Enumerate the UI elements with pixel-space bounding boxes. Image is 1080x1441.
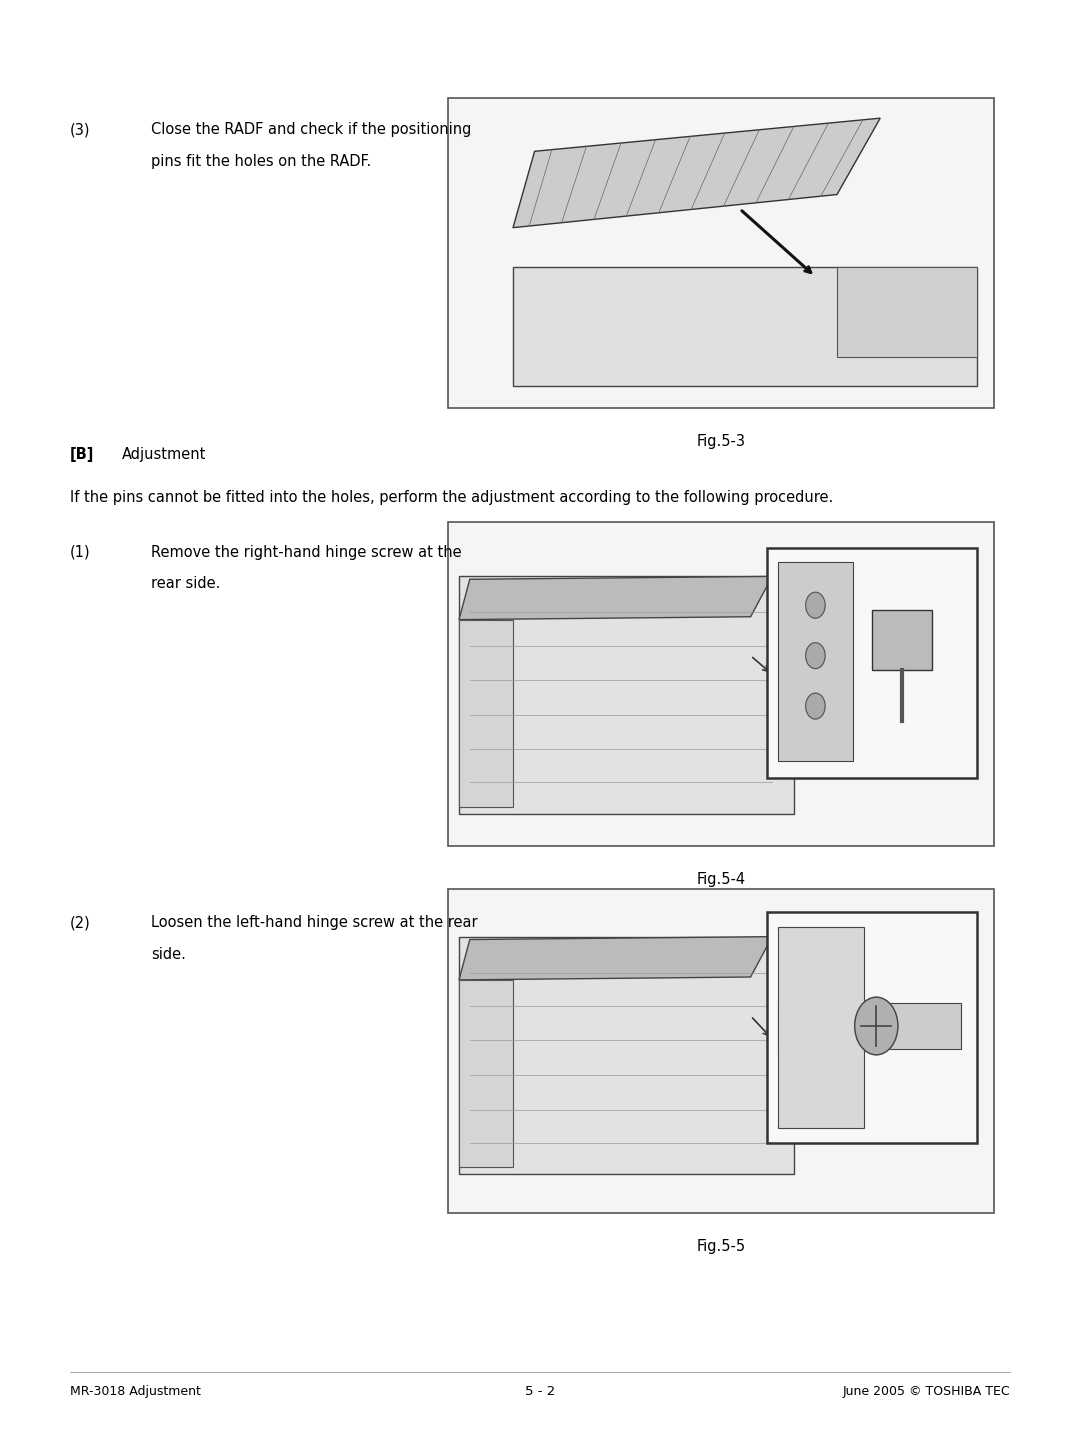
Text: pins fit the holes on the RADF.: pins fit the holes on the RADF. [151,154,372,169]
Text: Close the RADF and check if the positioning: Close the RADF and check if the position… [151,122,472,137]
Text: MR-3018 Adjustment: MR-3018 Adjustment [70,1385,201,1398]
Polygon shape [513,267,977,386]
Text: Fig.5-5: Fig.5-5 [697,1239,745,1254]
Polygon shape [778,927,864,1128]
Text: rear side.: rear side. [151,576,220,591]
Text: (1): (1) [70,545,91,559]
Circle shape [806,592,825,618]
Text: [B]: [B] [70,447,95,461]
Polygon shape [459,576,794,814]
Circle shape [806,643,825,669]
Polygon shape [459,937,772,980]
Text: Adjustment: Adjustment [122,447,206,461]
Text: Loosen the left-hand hinge screw at the rear: Loosen the left-hand hinge screw at the … [151,915,477,929]
Polygon shape [459,576,772,620]
Text: 5 - 2: 5 - 2 [525,1385,555,1398]
Circle shape [806,693,825,719]
Polygon shape [459,620,513,807]
Polygon shape [513,118,880,228]
Text: If the pins cannot be fitted into the holes, perform the adjustment according to: If the pins cannot be fitted into the ho… [70,490,834,504]
Text: June 2005 © TOSHIBA TEC: June 2005 © TOSHIBA TEC [842,1385,1010,1398]
Bar [778,1003,961,1049]
Circle shape [854,997,897,1055]
Text: (3): (3) [70,122,91,137]
Bar [767,548,977,778]
Bar [448,98,994,408]
Polygon shape [459,980,513,1167]
Polygon shape [778,562,853,761]
Bar [448,889,994,1213]
Text: Remove the right-hand hinge screw at the: Remove the right-hand hinge screw at the [151,545,462,559]
Polygon shape [459,937,794,1174]
Polygon shape [837,267,977,357]
Text: Fig.5-4: Fig.5-4 [697,872,745,886]
Text: (2): (2) [70,915,91,929]
Bar [767,912,977,1143]
Bar [872,610,932,670]
Bar [448,522,994,846]
Text: Fig.5-3: Fig.5-3 [697,434,745,448]
Text: side.: side. [151,947,186,961]
